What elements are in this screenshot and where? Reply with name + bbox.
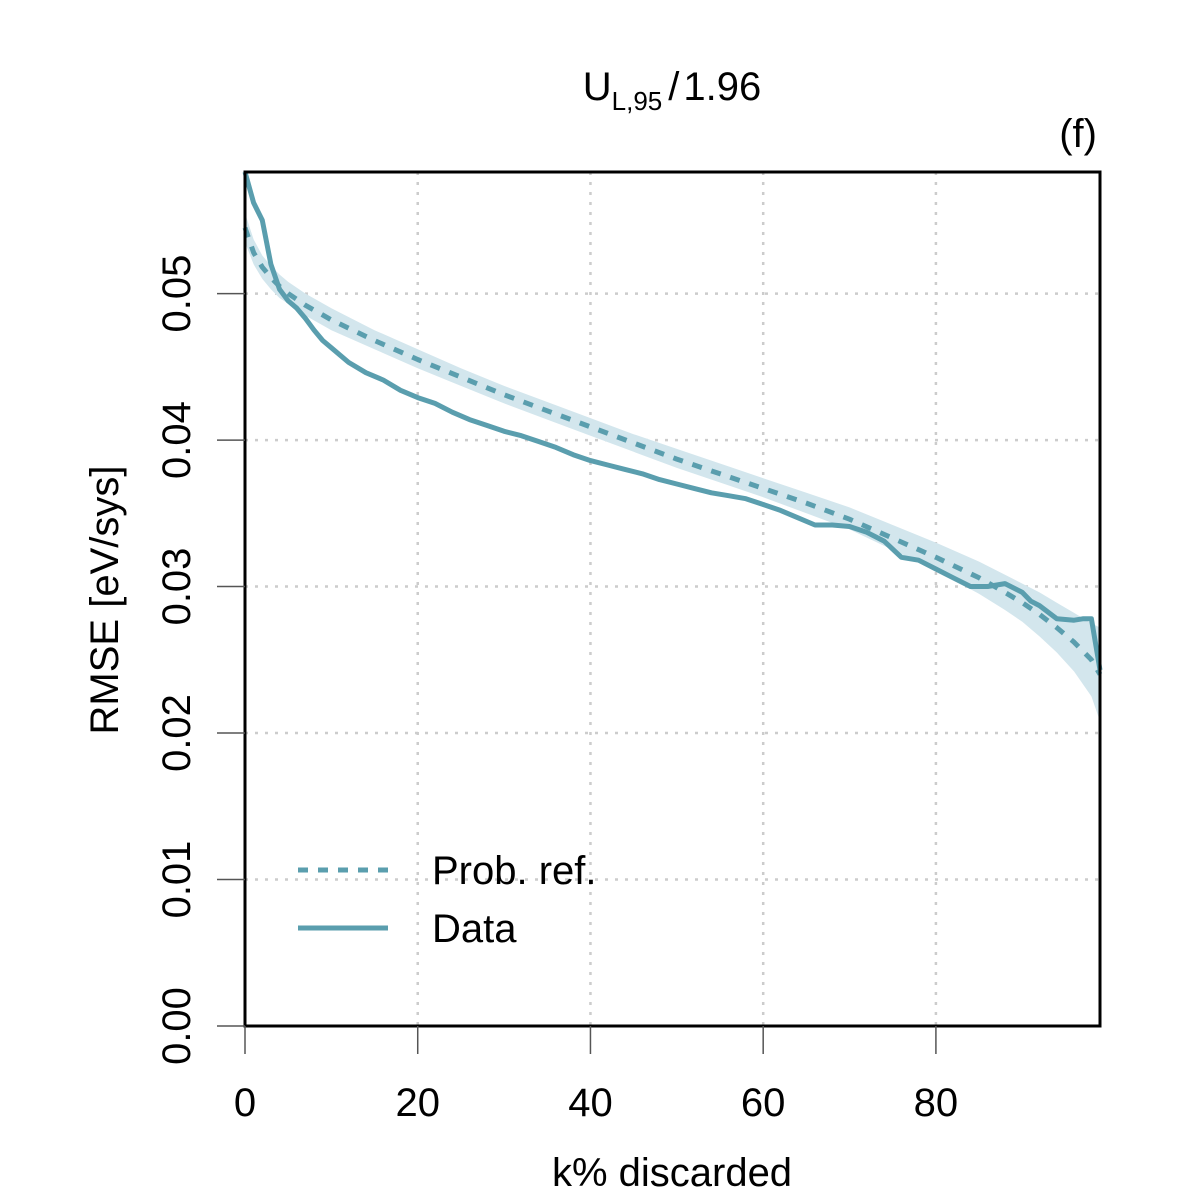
chart-title: UL,95/1.96	[583, 65, 761, 116]
legend-data-label: Data	[432, 907, 517, 951]
y-tick-label: 0.02	[155, 694, 199, 772]
y-tick-label: 0.00	[155, 987, 199, 1065]
chart-title-subscript: L,95	[612, 86, 663, 116]
confidence-band-layer	[245, 213, 1100, 722]
y-tick-label: 0.05	[155, 255, 199, 333]
series-layer	[242, 171, 1103, 676]
y-tick-label: 0.03	[155, 548, 199, 626]
y-axis-title: RMSE [eV/sys]	[83, 466, 127, 735]
x-tick-label: 80	[914, 1081, 959, 1125]
panel-tag: (f)	[1059, 112, 1097, 156]
prob-ref-band	[245, 213, 1100, 722]
prob-ref-line	[242, 226, 1103, 676]
chart-title-slash: /	[668, 65, 680, 109]
plot-frame	[243, 170, 1102, 1028]
grid	[243, 172, 1100, 1028]
y-tick-label: 0.04	[155, 401, 199, 479]
x-axis-title: k% discarded	[552, 1151, 792, 1195]
x-tick-label: 20	[395, 1081, 440, 1125]
legend-prob-ref-label: Prob. ref.	[432, 849, 597, 893]
axes: 0 20 40 60 80 0.00 0.01 0.02 0.03 0.04 0.05	[155, 255, 958, 1125]
chart-title-divisor: 1.96	[683, 65, 761, 109]
x-tick-label: 60	[741, 1081, 786, 1125]
data-line	[242, 171, 1103, 671]
y-tick-label: 0.01	[155, 841, 199, 919]
x-tick-label: 40	[568, 1081, 613, 1125]
x-tick-label: 0	[234, 1081, 256, 1125]
chart-title-base: U	[583, 65, 612, 109]
legend: Prob. ref. Data	[298, 849, 597, 951]
